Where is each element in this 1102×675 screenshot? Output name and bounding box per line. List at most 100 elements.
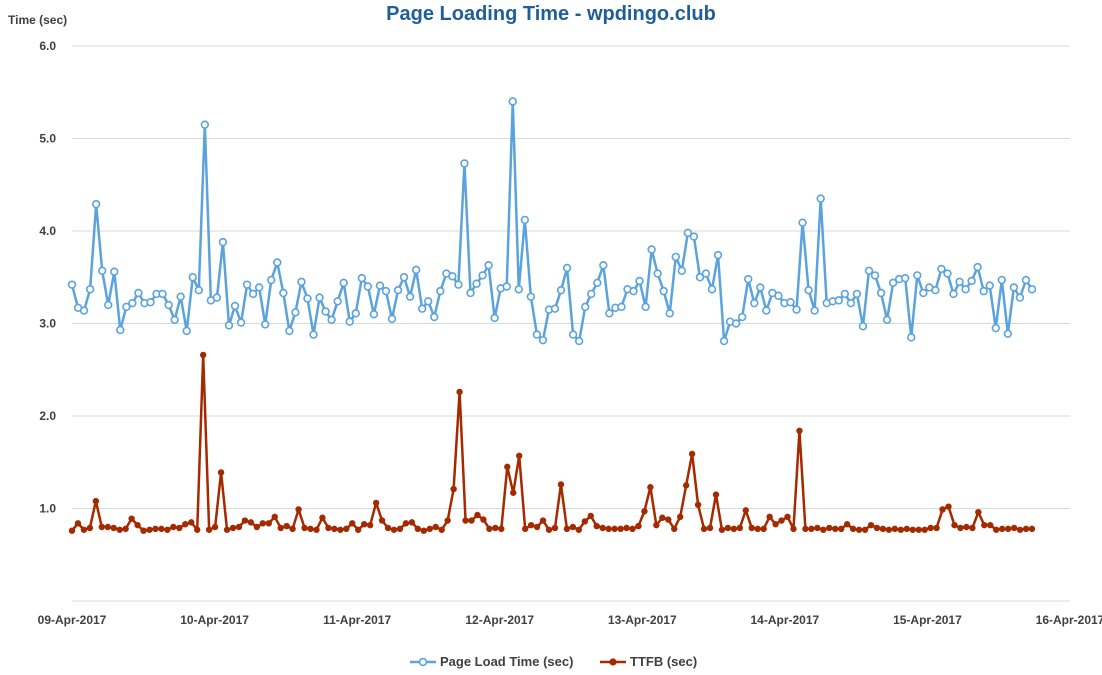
data-point bbox=[146, 298, 155, 307]
data-point bbox=[998, 525, 1006, 533]
data-point bbox=[963, 523, 970, 531]
data-point bbox=[164, 300, 173, 310]
x-tick-label: 11-Apr-2017 bbox=[323, 613, 391, 627]
data-point bbox=[331, 525, 338, 533]
data-point bbox=[798, 218, 807, 227]
data-point bbox=[527, 521, 535, 529]
data-point bbox=[556, 286, 566, 295]
data-point bbox=[737, 312, 747, 322]
data-point bbox=[466, 288, 475, 298]
data-point bbox=[730, 525, 738, 533]
data-point bbox=[152, 525, 159, 533]
data-point bbox=[295, 506, 302, 513]
data-point bbox=[676, 513, 684, 521]
data-point bbox=[754, 525, 761, 533]
legend: Page Load Time (sec) TTFB (sec) bbox=[410, 654, 697, 669]
data-point bbox=[254, 283, 264, 292]
data-point bbox=[846, 298, 856, 308]
data-point bbox=[430, 312, 439, 322]
data-point bbox=[128, 515, 135, 522]
series-ttfb bbox=[68, 351, 1036, 534]
data-point bbox=[957, 524, 964, 532]
data-point bbox=[236, 318, 246, 327]
data-point bbox=[248, 289, 258, 299]
data-point bbox=[568, 330, 578, 339]
data-point bbox=[945, 503, 952, 510]
data-point bbox=[991, 323, 1000, 333]
data-point bbox=[327, 315, 336, 324]
data-point bbox=[587, 289, 596, 299]
data-point bbox=[355, 526, 362, 533]
data-point bbox=[92, 497, 100, 505]
data-point bbox=[837, 525, 845, 533]
data-point bbox=[689, 232, 699, 241]
data-point bbox=[277, 524, 284, 532]
data-point bbox=[510, 489, 517, 496]
data-point bbox=[74, 520, 82, 527]
data-point bbox=[158, 525, 165, 533]
data-point bbox=[363, 282, 373, 291]
data-point bbox=[1028, 525, 1036, 533]
data-point bbox=[744, 274, 753, 284]
data-point bbox=[802, 525, 809, 533]
data-point bbox=[557, 481, 565, 488]
data-point bbox=[903, 525, 910, 533]
data-point bbox=[194, 286, 203, 295]
data-point bbox=[390, 526, 398, 533]
data-point bbox=[337, 526, 344, 533]
data-point bbox=[967, 276, 976, 286]
y-tick-label: 2.0 bbox=[39, 409, 56, 423]
y-tick-label: 6.0 bbox=[39, 39, 56, 53]
data-point bbox=[574, 336, 584, 346]
data-point bbox=[701, 269, 711, 278]
data-point bbox=[343, 525, 350, 533]
data-point bbox=[981, 521, 988, 529]
data-point bbox=[188, 519, 195, 526]
data-point bbox=[641, 302, 650, 312]
data-point bbox=[545, 526, 553, 533]
data-point bbox=[742, 507, 749, 514]
data-point bbox=[521, 525, 529, 533]
data-point bbox=[349, 520, 356, 527]
data-point bbox=[593, 522, 600, 530]
data-point bbox=[774, 291, 783, 300]
data-point bbox=[217, 469, 225, 476]
data-point bbox=[176, 524, 183, 532]
series bbox=[67, 97, 1037, 534]
data-point bbox=[104, 523, 111, 531]
data-point bbox=[339, 278, 348, 287]
data-point bbox=[285, 326, 294, 336]
y-tick-label: 5.0 bbox=[39, 132, 56, 146]
data-point bbox=[303, 294, 312, 303]
data-point bbox=[756, 283, 765, 292]
data-point bbox=[205, 526, 213, 533]
data-point bbox=[659, 514, 666, 521]
data-point bbox=[170, 523, 177, 531]
data-point bbox=[405, 292, 415, 301]
y-axis-label: Time (sec) bbox=[8, 13, 67, 27]
data-point bbox=[134, 521, 141, 529]
data-point bbox=[85, 285, 95, 294]
data-point bbox=[539, 517, 547, 524]
data-point bbox=[876, 288, 886, 298]
data-point bbox=[351, 309, 360, 318]
data-point bbox=[736, 524, 744, 532]
data-point bbox=[581, 302, 590, 312]
data-point bbox=[492, 524, 499, 532]
data-point bbox=[949, 289, 958, 299]
series-page-load-time bbox=[67, 97, 1037, 346]
data-point bbox=[760, 525, 767, 533]
data-point bbox=[599, 524, 606, 532]
data-point bbox=[748, 524, 755, 532]
data-point bbox=[804, 286, 813, 295]
data-point bbox=[134, 288, 143, 298]
data-point bbox=[68, 527, 76, 534]
data-point bbox=[504, 463, 511, 471]
series-line bbox=[70, 100, 1034, 343]
data-point bbox=[750, 298, 759, 308]
data-point bbox=[372, 499, 380, 507]
data-point bbox=[861, 526, 869, 533]
data-point bbox=[671, 525, 678, 533]
data-point bbox=[790, 525, 797, 533]
data-point bbox=[562, 263, 572, 273]
